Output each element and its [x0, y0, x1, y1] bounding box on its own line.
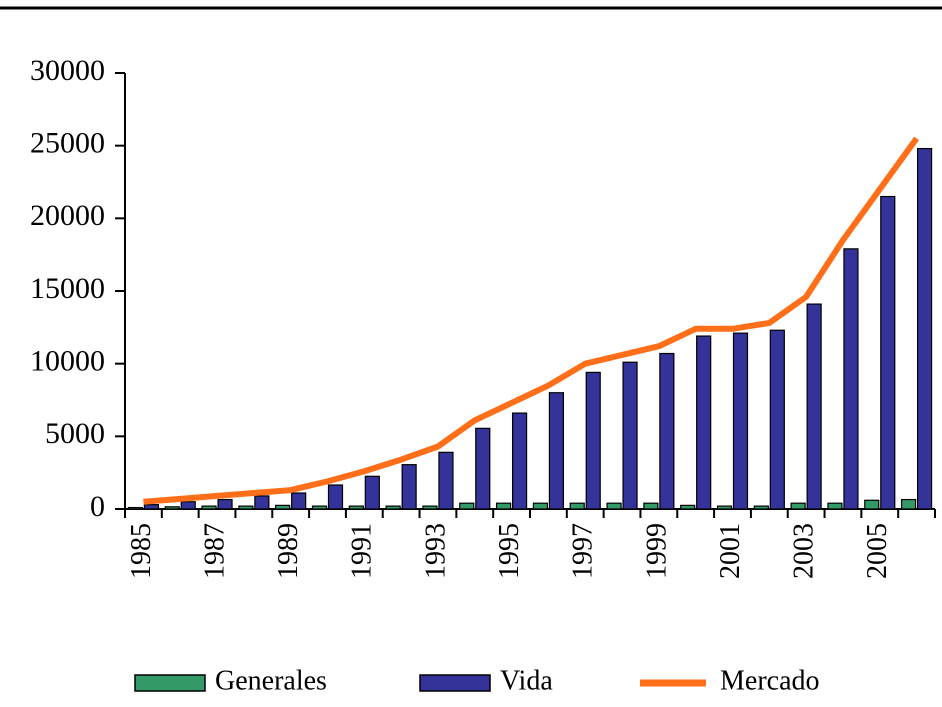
bar	[696, 335, 712, 510]
x-tick-label: 2005	[862, 523, 893, 579]
y-tick-label: 30000	[30, 54, 105, 87]
bar	[622, 361, 638, 510]
bar	[585, 371, 601, 510]
bar	[716, 505, 733, 510]
bar	[459, 502, 475, 510]
y-tick-label: 15000	[30, 272, 105, 305]
bar	[495, 502, 512, 510]
line	[143, 136, 920, 505]
bar	[475, 427, 491, 510]
bar	[327, 484, 344, 510]
x-tick-label: 2001	[715, 523, 746, 579]
x-tick-label: 1985	[126, 523, 157, 579]
legend-label: Vida	[500, 665, 553, 696]
bar	[143, 504, 160, 510]
bar	[532, 502, 549, 510]
y-tick-label: 5000	[45, 417, 105, 450]
bar	[364, 475, 380, 510]
x-tick-label: 1997	[568, 523, 599, 579]
bar	[217, 498, 233, 510]
bar	[275, 504, 291, 510]
bar	[659, 352, 675, 510]
x-tick-label: 1999	[641, 523, 672, 579]
x-tick-label: 1991	[347, 523, 378, 579]
legend-label: Generales	[215, 665, 327, 696]
bar	[769, 329, 785, 510]
legend-swatch	[419, 674, 491, 692]
bar	[385, 505, 401, 510]
y-tick-label: 0	[90, 490, 105, 523]
bar	[880, 195, 896, 510]
bar	[254, 495, 270, 510]
bar	[753, 505, 769, 510]
bar	[827, 502, 843, 510]
bar	[916, 147, 933, 510]
x-tick-label: 1987	[199, 523, 230, 579]
bar	[127, 506, 144, 510]
bar	[238, 505, 254, 510]
bar	[291, 492, 307, 510]
bar	[680, 504, 696, 510]
y-tick-label: 20000	[30, 199, 105, 232]
bar	[401, 464, 417, 510]
bar	[806, 303, 822, 510]
x-tick-label: 1995	[494, 523, 525, 579]
bar	[201, 505, 217, 510]
bar	[438, 451, 454, 510]
bar	[790, 502, 806, 510]
legend-label: Mercado	[720, 665, 820, 696]
bar	[164, 506, 180, 510]
bar	[311, 505, 328, 510]
bar	[900, 498, 917, 510]
bar	[511, 412, 528, 510]
bar	[732, 332, 749, 510]
y-tick-label: 25000	[30, 127, 105, 160]
y-tick-label: 10000	[30, 345, 105, 378]
bar	[606, 502, 622, 510]
bar	[548, 392, 565, 510]
x-tick-label: 2003	[789, 523, 820, 579]
bar	[180, 501, 196, 510]
bar	[643, 502, 659, 510]
bar	[348, 505, 364, 510]
x-tick-label: 1989	[273, 523, 304, 579]
legend-swatch	[134, 674, 206, 692]
bar	[422, 505, 438, 510]
bar	[843, 248, 859, 510]
x-tick-label: 1993	[420, 523, 451, 579]
bar	[864, 499, 880, 510]
bar	[569, 502, 585, 510]
